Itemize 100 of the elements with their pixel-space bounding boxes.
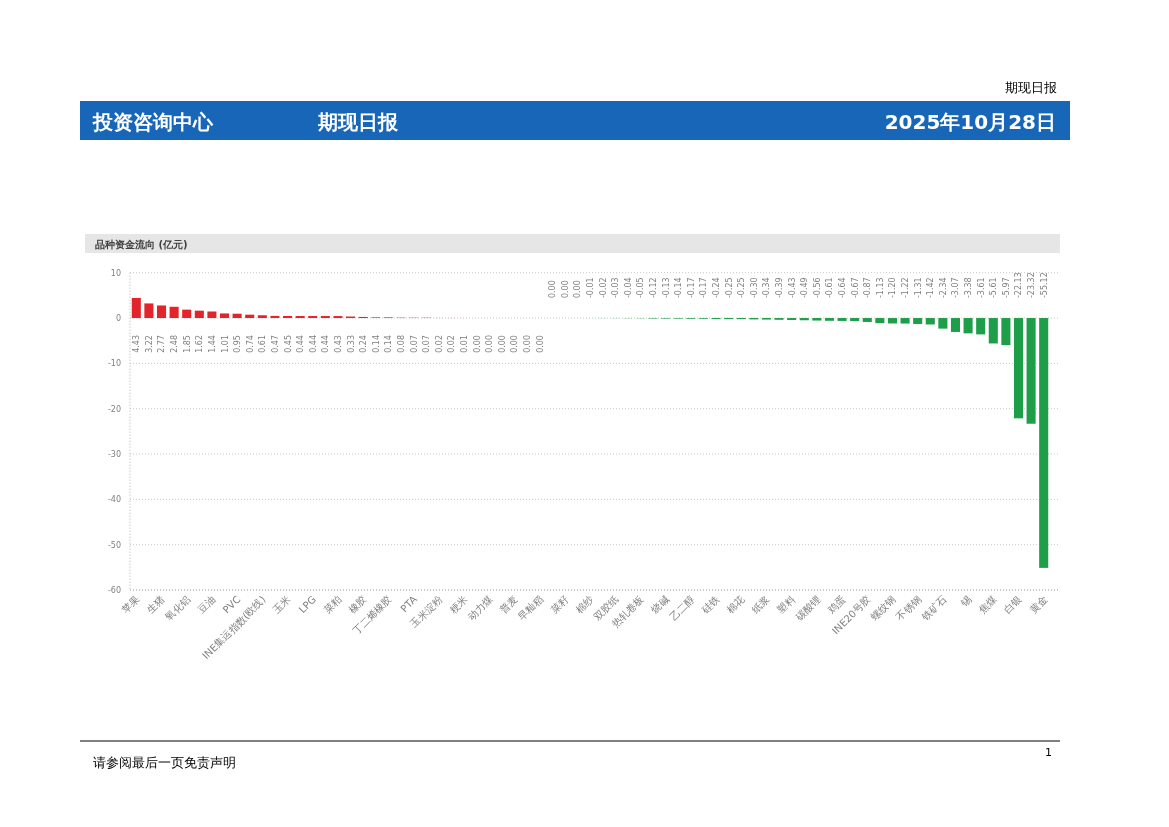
x-tick-label: 硅铁 — [698, 593, 722, 617]
text: 请参阅最后一页免责声明 — [93, 755, 236, 770]
x-tick-label: 焦煤 — [976, 593, 999, 616]
y-tick-label: 0 — [115, 314, 121, 324]
bar — [812, 318, 822, 321]
text: 1 — [1045, 746, 1052, 759]
data-label: 0.95 — [233, 335, 243, 353]
y-tick-label: -60 — [107, 586, 121, 595]
data-label: 0.00 — [560, 280, 570, 299]
data-label: 0.43 — [333, 335, 343, 353]
data-label: 0.47 — [270, 335, 280, 353]
data-label: 0.01 — [459, 335, 469, 353]
data-label: 2.77 — [157, 335, 167, 353]
data-label: -0.25 — [724, 277, 734, 299]
bar — [232, 313, 242, 319]
data-label: 0.14 — [371, 335, 381, 353]
text: 2025年10月28日 — [884, 110, 1056, 134]
data-label: -22.13 — [1014, 272, 1024, 299]
y-tick-label: 10 — [110, 268, 121, 278]
data-label: 0.00 — [573, 280, 583, 299]
bar — [1013, 318, 1024, 419]
bar — [270, 315, 280, 319]
x-tick-label: 白银 — [1001, 593, 1024, 616]
data-label: -1.13 — [875, 277, 885, 299]
bar — [824, 318, 834, 321]
data-label: 0.14 — [384, 335, 394, 353]
x-tick-label: 豆油 — [195, 593, 218, 616]
bar — [1001, 318, 1011, 346]
data-label: 0.07 — [409, 335, 419, 353]
bar — [207, 311, 217, 319]
data-label: 0.00 — [522, 335, 532, 353]
bar — [925, 318, 935, 325]
data-label: -0.30 — [749, 277, 759, 299]
bar — [257, 315, 267, 319]
data-label: -0.12 — [649, 277, 659, 299]
data-label: -3.38 — [964, 277, 974, 299]
data-label: -0.64 — [838, 277, 848, 299]
data-label: 0.08 — [396, 335, 406, 353]
x-tick-label: 锡 — [957, 593, 974, 610]
data-label: 0.24 — [359, 335, 369, 353]
data-label: 0.00 — [548, 280, 558, 299]
data-label: -1.20 — [888, 277, 898, 299]
bar — [219, 313, 230, 319]
data-label: -0.39 — [775, 277, 785, 299]
data-label: 0.44 — [296, 335, 306, 353]
text: 期现日报 — [1005, 80, 1057, 95]
data-label: -0.03 — [611, 277, 621, 299]
data-label: -0.02 — [598, 277, 608, 299]
data-label: 0.74 — [245, 335, 255, 353]
data-label: -1.42 — [926, 277, 936, 299]
data-label: -0.61 — [825, 277, 835, 299]
data-label: 0.02 — [434, 335, 444, 353]
bar — [963, 318, 973, 334]
bar — [169, 306, 179, 319]
y-tick-label: -40 — [107, 495, 121, 505]
data-label: -5.61 — [989, 277, 999, 299]
y-tick-label: -10 — [107, 359, 121, 369]
chart-title: 品种资金流向 (亿元) — [95, 238, 188, 250]
data-label: -1.31 — [913, 277, 923, 299]
bar — [1026, 318, 1036, 424]
bar — [837, 318, 847, 321]
data-label: 0.00 — [497, 335, 507, 353]
data-label: -0.34 — [762, 277, 772, 299]
data-label: 1.85 — [182, 335, 192, 353]
x-tick-label: LPG — [296, 593, 319, 616]
bar — [194, 310, 204, 319]
bar — [1039, 318, 1049, 568]
data-label: -0.17 — [699, 277, 709, 299]
bar — [950, 318, 961, 332]
bar — [875, 318, 885, 324]
bar — [887, 318, 897, 324]
bar — [131, 297, 141, 319]
bar — [799, 318, 809, 321]
data-label: 3.22 — [144, 335, 154, 353]
data-label: -0.25 — [737, 277, 747, 299]
data-label: -0.04 — [623, 277, 633, 299]
bar — [976, 318, 986, 335]
data-label: 0.44 — [308, 335, 318, 353]
data-label: -0.05 — [636, 277, 646, 299]
data-label: -0.17 — [686, 277, 696, 299]
data-label: 0.45 — [283, 335, 293, 353]
text: 投资咨询中心 — [92, 110, 214, 134]
bar — [295, 316, 305, 319]
bar — [988, 318, 998, 344]
bar — [245, 314, 255, 319]
x-tick-label: PTA — [398, 593, 420, 615]
data-label: -0.56 — [812, 277, 822, 299]
data-label: 0.00 — [485, 335, 495, 353]
data-label: 0.02 — [447, 335, 457, 353]
data-label: 4.43 — [132, 335, 142, 353]
bar — [862, 318, 872, 322]
data-label: -0.87 — [863, 277, 873, 299]
data-label: 0.07 — [422, 335, 432, 353]
bar — [900, 318, 910, 324]
y-tick-label: -20 — [107, 404, 121, 414]
data-label: 0.33 — [346, 335, 356, 353]
bar — [913, 318, 923, 324]
data-label: -0.49 — [800, 277, 810, 299]
data-label: -2.34 — [938, 277, 948, 299]
x-tick-label: 动力煤 — [465, 593, 495, 623]
